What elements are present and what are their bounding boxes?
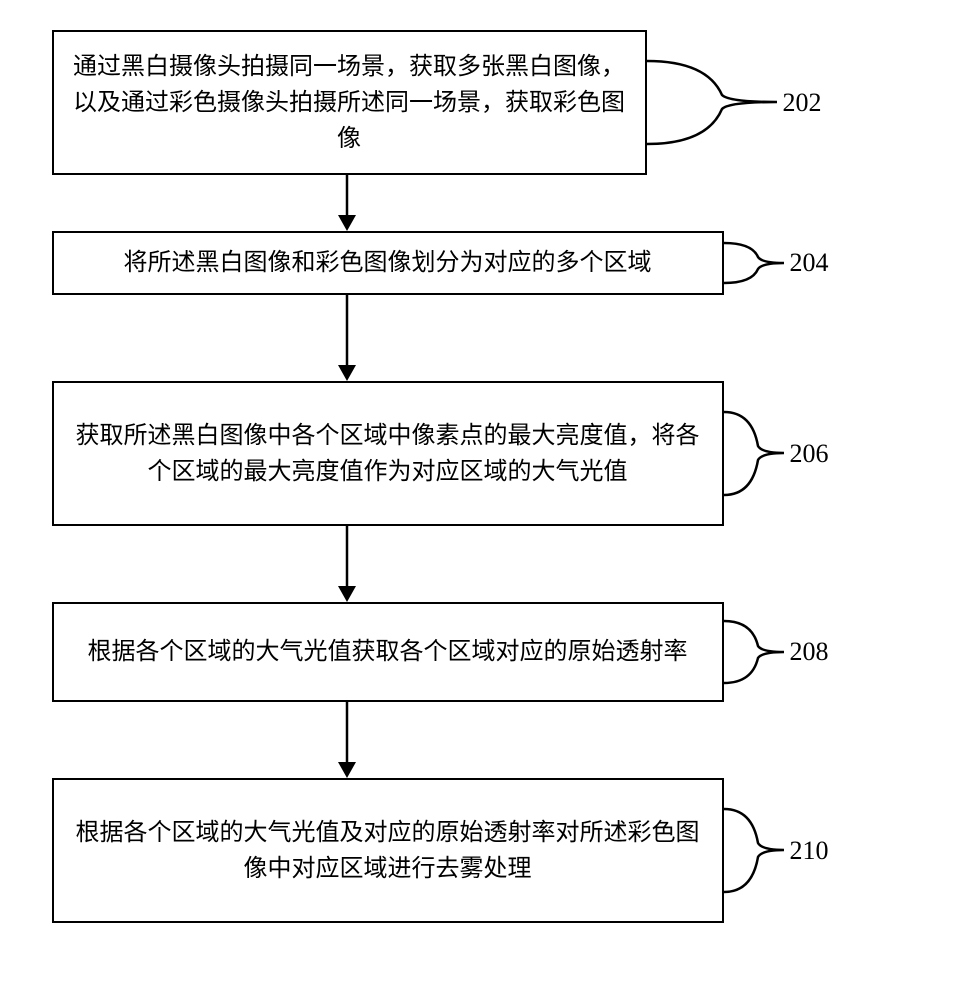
step-box-3: 根据各个区域的大气光值获取各个区域对应的原始透射率 bbox=[52, 602, 724, 702]
step-row-1: 将所述黑白图像和彩色图像划分为对应的多个区域 204 bbox=[52, 231, 902, 295]
step-box-1: 将所述黑白图像和彩色图像划分为对应的多个区域 bbox=[52, 231, 724, 295]
label-area-1: 204 bbox=[724, 239, 829, 287]
bracket-icon bbox=[647, 55, 777, 150]
label-area-4: 210 bbox=[724, 803, 829, 898]
step-box-2: 获取所述黑白图像中各个区域中像素点的最大亮度值，将各个区域的最大亮度值作为对应区… bbox=[52, 381, 724, 526]
step-row-3: 根据各个区域的大气光值获取各个区域对应的原始透射率 208 bbox=[52, 602, 902, 702]
step-label-3: 208 bbox=[790, 637, 829, 667]
arrow-container-3 bbox=[52, 702, 902, 778]
step-label-1: 204 bbox=[790, 248, 829, 278]
label-area-0: 202 bbox=[647, 55, 822, 150]
step-label-2: 206 bbox=[790, 439, 829, 469]
arrow-down-icon bbox=[332, 702, 362, 778]
step-text-4: 根据各个区域的大气光值及对应的原始透射率对所述彩色图像中对应区域进行去雾处理 bbox=[72, 815, 704, 887]
arrow-down-icon bbox=[332, 175, 362, 231]
step-label-0: 202 bbox=[783, 88, 822, 118]
step-box-4: 根据各个区域的大气光值及对应的原始透射率对所述彩色图像中对应区域进行去雾处理 bbox=[52, 778, 724, 923]
step-text-3: 根据各个区域的大气光值获取各个区域对应的原始透射率 bbox=[88, 634, 688, 670]
step-row-4: 根据各个区域的大气光值及对应的原始透射率对所述彩色图像中对应区域进行去雾处理 2… bbox=[52, 778, 902, 923]
label-area-3: 208 bbox=[724, 616, 829, 688]
step-row-2: 获取所述黑白图像中各个区域中像素点的最大亮度值，将各个区域的最大亮度值作为对应区… bbox=[52, 381, 902, 526]
bracket-icon bbox=[724, 616, 784, 688]
step-text-2: 获取所述黑白图像中各个区域中像素点的最大亮度值，将各个区域的最大亮度值作为对应区… bbox=[72, 418, 704, 490]
arrow-down-icon bbox=[332, 526, 362, 602]
bracket-icon bbox=[724, 803, 784, 898]
step-text-1: 将所述黑白图像和彩色图像划分为对应的多个区域 bbox=[124, 245, 652, 281]
bracket-icon bbox=[724, 406, 784, 501]
step-label-4: 210 bbox=[790, 836, 829, 866]
arrow-container-1 bbox=[52, 295, 902, 381]
arrow-container-2 bbox=[52, 526, 902, 602]
step-box-0: 通过黑白摄像头拍摄同一场景，获取多张黑白图像，以及通过彩色摄像头拍摄所述同一场景… bbox=[52, 30, 647, 175]
arrow-down-icon bbox=[332, 295, 362, 381]
arrow-container-0 bbox=[52, 175, 902, 231]
label-area-2: 206 bbox=[724, 406, 829, 501]
step-row-0: 通过黑白摄像头拍摄同一场景，获取多张黑白图像，以及通过彩色摄像头拍摄所述同一场景… bbox=[52, 30, 902, 175]
bracket-icon bbox=[724, 239, 784, 287]
step-text-0: 通过黑白摄像头拍摄同一场景，获取多张黑白图像，以及通过彩色摄像头拍摄所述同一场景… bbox=[72, 49, 627, 157]
flowchart: 通过黑白摄像头拍摄同一场景，获取多张黑白图像，以及通过彩色摄像头拍摄所述同一场景… bbox=[52, 30, 902, 923]
